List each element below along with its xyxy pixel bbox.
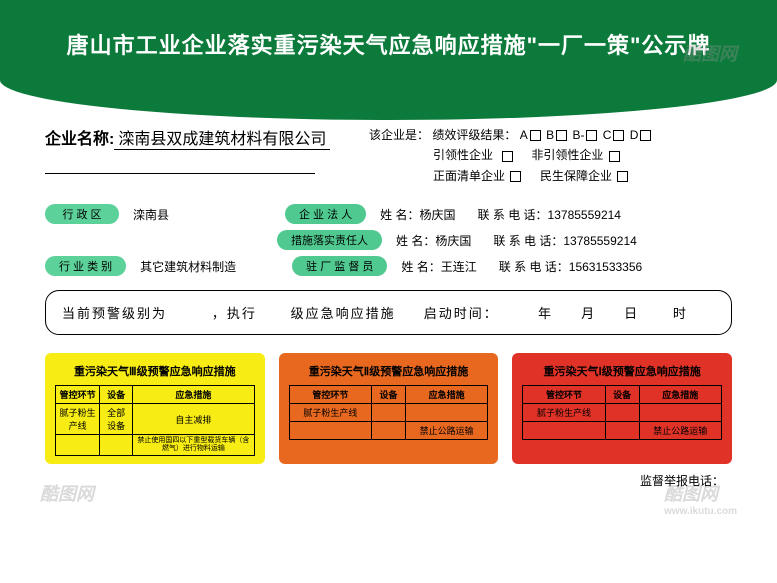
checkbox-d[interactable]: [640, 130, 651, 141]
admin-region-value: 滦南县: [133, 206, 263, 223]
pill-industry: 行 业 类 别: [45, 256, 126, 276]
card-title: 重污染天气Ⅲ级预警应急响应措施: [55, 363, 255, 379]
alert-cards: 重污染天气Ⅲ级预警应急响应措施 管控环节设备应急措施 腻子粉生产线全部设备自主减…: [45, 353, 732, 463]
livelihood-label: 民生保障企业: [540, 169, 612, 183]
industry-value: 其它建筑材料制造: [140, 258, 270, 275]
resp-phone: 13785559214: [563, 234, 636, 248]
checkbox-c[interactable]: [613, 130, 624, 141]
pill-legal-rep: 企 业 法 人: [285, 204, 366, 224]
card-level-3: 重污染天气Ⅲ级预警应急响应措施 管控环节设备应急措施 腻子粉生产线全部设备自主减…: [45, 353, 265, 463]
checkbox-a[interactable]: [530, 130, 541, 141]
pill-admin-region: 行 政 区: [45, 204, 119, 224]
checkbox-b[interactable]: [556, 130, 567, 141]
card-table: 管控环节设备应急措施 腻子粉生产线全部设备自主减排 禁止使用国四以下重型载货车辆…: [55, 385, 255, 455]
checkbox-livelihood[interactable]: [617, 171, 628, 182]
leading-label: 引领性企业: [433, 148, 493, 162]
enterprise-name-label: 企业名称:: [45, 125, 114, 149]
card-level-2: 重污染天气Ⅱ级预警应急响应措施 管控环节设备应急措施 腻子粉生产线 禁止公路运输: [279, 353, 499, 463]
sup-name: 王连江: [441, 260, 477, 274]
pill-responsible: 措施落实责任人: [277, 230, 382, 250]
sup-phone: 15631533356: [569, 260, 642, 274]
checkbox-positive[interactable]: [510, 171, 521, 182]
info-grid: 行 政 区 滦南县 企 业 法 人 姓 名：杨庆国 联 系 电 话：137855…: [45, 204, 732, 276]
card-table: 管控环节设备应急措施 腻子粉生产线 禁止公路运输: [522, 385, 722, 440]
resp-name: 杨庆国: [435, 234, 471, 248]
content-area: 企业名称: 滦南县双成建筑材料有限公司 该企业是： 绩效评级结果： A B B-…: [45, 125, 732, 489]
card-title: 重污染天气Ⅰ级预警应急响应措施: [522, 363, 722, 379]
header-background: [0, 0, 777, 120]
classification-block: 该企业是： 绩效评级结果： A B B- C D 引领性企业 非引领性企业 正面…: [369, 125, 653, 186]
card-title: 重污染天气Ⅱ级预警应急响应措施: [289, 363, 489, 379]
checkbox-bm[interactable]: [586, 130, 597, 141]
checkbox-leading[interactable]: [502, 151, 513, 162]
class-prefix: 该企业是：: [369, 128, 429, 142]
status-box: 当前预警级别为 ，执行 级应急响应措施 启动时间： 年 月 日 时: [45, 290, 732, 335]
positive-label: 正面清单企业: [433, 169, 505, 183]
enterprise-name-value: 滦南县双成建筑材料有限公司: [114, 125, 330, 150]
enterprise-name-row: 企业名称: 滦南县双成建筑材料有限公司: [45, 125, 345, 150]
nonleading-label: 非引领性企业: [531, 148, 603, 162]
card-table: 管控环节设备应急措施 腻子粉生产线 禁止公路运输: [289, 385, 489, 440]
perf-label: 绩效评级结果：: [432, 128, 516, 142]
card-level-1: 重污染天气Ⅰ级预警应急响应措施 管控环节设备应急措施 腻子粉生产线 禁止公路运输: [512, 353, 732, 463]
pill-supervisor: 驻 厂 监 督 员: [292, 256, 387, 276]
checkbox-nonleading[interactable]: [609, 151, 620, 162]
legal-name: 杨庆国: [420, 208, 456, 222]
footer-phone: 监督举报电话：: [45, 472, 732, 489]
underline-blank: [45, 160, 315, 174]
page-title: 唐山市工业企业落实重污染天气应急响应措施"一厂一策"公示牌: [0, 28, 777, 60]
legal-phone: 13785559214: [548, 208, 621, 222]
